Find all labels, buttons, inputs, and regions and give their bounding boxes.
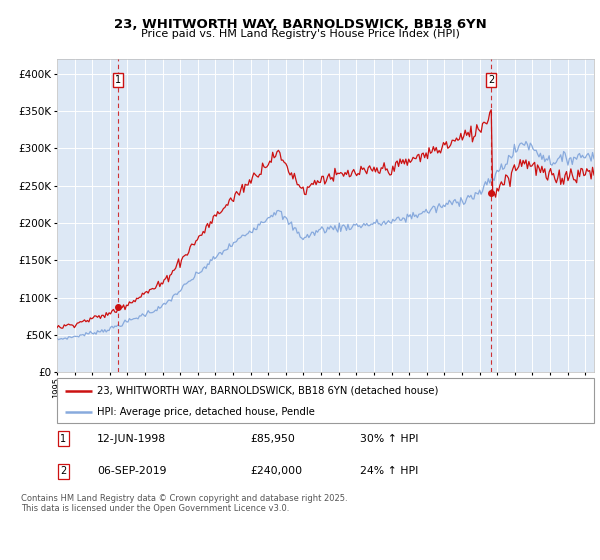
Text: 30% ↑ HPI: 30% ↑ HPI xyxy=(361,433,419,444)
Text: 1: 1 xyxy=(61,433,67,444)
Text: 06-SEP-2019: 06-SEP-2019 xyxy=(97,466,167,477)
Text: 23, WHITWORTH WAY, BARNOLDSWICK, BB18 6YN: 23, WHITWORTH WAY, BARNOLDSWICK, BB18 6Y… xyxy=(113,18,487,31)
Text: 2: 2 xyxy=(61,466,67,477)
Text: 12-JUN-1998: 12-JUN-1998 xyxy=(97,433,166,444)
Text: Contains HM Land Registry data © Crown copyright and database right 2025.
This d: Contains HM Land Registry data © Crown c… xyxy=(21,494,347,514)
Text: 24% ↑ HPI: 24% ↑ HPI xyxy=(361,466,419,477)
Text: 2: 2 xyxy=(488,75,494,85)
Text: 23, WHITWORTH WAY, BARNOLDSWICK, BB18 6YN (detached house): 23, WHITWORTH WAY, BARNOLDSWICK, BB18 6Y… xyxy=(97,385,439,395)
Text: £85,950: £85,950 xyxy=(250,433,295,444)
Text: HPI: Average price, detached house, Pendle: HPI: Average price, detached house, Pend… xyxy=(97,407,315,417)
Text: Price paid vs. HM Land Registry's House Price Index (HPI): Price paid vs. HM Land Registry's House … xyxy=(140,29,460,39)
Text: 1: 1 xyxy=(115,75,121,85)
FancyBboxPatch shape xyxy=(57,378,594,423)
Text: £240,000: £240,000 xyxy=(250,466,302,477)
